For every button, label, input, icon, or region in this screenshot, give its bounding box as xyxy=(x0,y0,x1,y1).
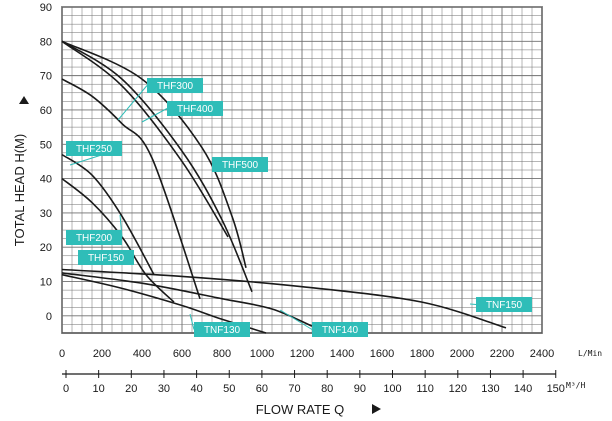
label-text: TNF130 xyxy=(204,325,241,336)
curve-thf500 xyxy=(61,40,247,269)
label-tnf130: TNF130 xyxy=(194,322,250,337)
curve-thf250 xyxy=(61,78,201,299)
x-tick-label: 1200 xyxy=(290,348,314,360)
x2-tick-label: 70 xyxy=(288,383,300,395)
label-box xyxy=(66,141,122,156)
x2-tick-label: 10 xyxy=(93,383,105,395)
x-axis-title: FLOW RATE Q xyxy=(256,402,345,417)
label-thf500: THF500 xyxy=(212,157,268,172)
y-axis-arrow-icon xyxy=(19,96,29,104)
curve-tnf140 xyxy=(61,272,313,327)
x-tick-label: 1000 xyxy=(250,348,274,360)
y-tick-label: 30 xyxy=(40,208,52,220)
label-text: THF400 xyxy=(177,104,214,115)
y-tick-label: 70 xyxy=(40,71,52,83)
label-box xyxy=(476,297,532,312)
x-axis-arrow-icon xyxy=(372,404,381,414)
label-box xyxy=(147,78,203,93)
x2-tick-label: 130 xyxy=(481,383,499,395)
x2-tick-label: 120 xyxy=(449,383,467,395)
leader-line xyxy=(189,313,195,330)
label-box xyxy=(194,322,250,337)
x2-tick-label: 30 xyxy=(158,383,170,395)
label-text: THF300 xyxy=(157,81,194,92)
x2-tick-label: 100 xyxy=(383,383,401,395)
y-axis-title: TOTAL HEAD H(M) xyxy=(12,134,27,246)
label-thf200: THF200 xyxy=(66,230,122,245)
x2-tick-label: 20 xyxy=(125,383,137,395)
leader-line xyxy=(279,309,313,330)
x2-tick-label: 90 xyxy=(354,383,366,395)
x-tick-label: 1400 xyxy=(330,348,354,360)
label-thf300: THF300 xyxy=(147,78,203,93)
x-tick-label: 1800 xyxy=(410,348,434,360)
label-text: THF150 xyxy=(88,253,125,264)
x-tick-label: 2000 xyxy=(450,348,474,360)
label-thf150: THF150 xyxy=(78,250,134,265)
label-text: THF200 xyxy=(76,233,113,244)
x-tick-label: 800 xyxy=(213,348,231,360)
label-thf250: THF250 xyxy=(66,141,122,156)
x2-tick-label: 60 xyxy=(256,383,268,395)
x-tick-label: 200 xyxy=(93,348,111,360)
curve-labels: THF300 THF400 THF250 THF500 THF200 THF150 TNF1… xyxy=(66,78,532,337)
x2-tick-label: 110 xyxy=(416,383,434,395)
label-text: TNF140 xyxy=(322,325,359,336)
label-text: THF500 xyxy=(222,160,259,171)
y-tick-label: 90 xyxy=(40,2,52,14)
x2-tick-label: 0 xyxy=(63,383,69,395)
label-tnf150: TNF150 xyxy=(476,297,532,312)
curve-tnf150 xyxy=(61,268,507,329)
label-box xyxy=(212,157,268,172)
y-tick-label: 80 xyxy=(40,36,52,48)
x2-unit-label: M³/H xyxy=(566,381,585,390)
label-leaders xyxy=(69,85,477,330)
y-tick-label: 20 xyxy=(40,242,52,254)
curve-thf400 xyxy=(61,40,229,238)
label-text: THF250 xyxy=(76,144,113,155)
x-tick-label: 400 xyxy=(133,348,151,360)
x-tick-label: 1600 xyxy=(370,348,394,360)
x2-tick-label: 80 xyxy=(321,383,333,395)
leader-line xyxy=(469,303,477,305)
x2-tick-label: 50 xyxy=(223,383,235,395)
y-tick-label: 10 xyxy=(40,277,52,289)
y-tick-label: 50 xyxy=(40,139,52,151)
label-box xyxy=(167,101,223,116)
x-tick-label: 2400 xyxy=(530,348,554,360)
y-tick-label: 60 xyxy=(40,105,52,117)
label-tnf140: TNF140 xyxy=(312,322,368,337)
label-box xyxy=(312,322,368,337)
x2-tick-label: 150 xyxy=(547,383,565,395)
y-tick-label: 40 xyxy=(40,174,52,186)
leader-line xyxy=(117,85,148,121)
label-thf400: THF400 xyxy=(167,101,223,116)
x-unit-label: L/Min xyxy=(578,349,602,358)
curve-thf300 xyxy=(61,40,253,293)
label-box xyxy=(66,230,122,245)
x-tick-label: 600 xyxy=(173,348,191,360)
x2-tick-label: 40 xyxy=(190,383,202,395)
leader-line xyxy=(141,108,168,123)
y-tick-label: 0 xyxy=(46,311,52,323)
x2-tick-label: 140 xyxy=(514,383,532,395)
x-tick-label: 0 xyxy=(59,348,65,360)
label-box xyxy=(78,250,134,265)
label-text: TNF150 xyxy=(486,300,523,311)
x-tick-label: 2200 xyxy=(490,348,514,360)
grid-lines xyxy=(61,6,543,334)
